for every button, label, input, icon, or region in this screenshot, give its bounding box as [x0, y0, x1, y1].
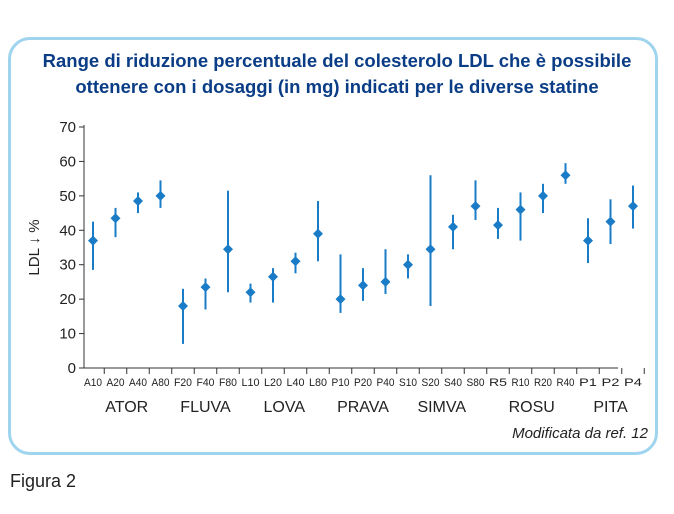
x-tick-label: A40: [129, 377, 147, 389]
data-point: [110, 213, 121, 224]
data-point: [493, 220, 503, 231]
x-tick-label: P40: [377, 377, 395, 389]
x-tick-label: P20: [354, 377, 372, 389]
chart-title-line2: ottenere con i dosaggi (in mg) indicati …: [75, 76, 599, 97]
data-point: [313, 228, 323, 239]
x-tick-label: R5: [489, 377, 507, 389]
group-label: FLUVA: [180, 399, 231, 416]
group-label: PRAVA: [337, 399, 389, 416]
data-point: [538, 190, 548, 201]
x-tick-label: A80: [152, 377, 170, 389]
x-tick-label: F40: [197, 377, 215, 389]
data-point: [200, 282, 211, 293]
x-tick-label: F80: [219, 377, 237, 389]
x-tick-label: A20: [107, 377, 125, 389]
data-point: [223, 244, 233, 255]
source-note: Modificata da ref. 12: [512, 425, 648, 442]
x-tick-label: R20: [534, 377, 552, 389]
x-tick-label: R10: [512, 377, 530, 389]
figure-label: Figura 2: [10, 471, 77, 491]
data-point: [290, 256, 301, 267]
data-point: [155, 190, 166, 201]
group-label: ROSU: [509, 399, 555, 416]
x-tick-label: S20: [422, 377, 440, 389]
data-point: [583, 235, 593, 246]
y-axis-label: LDL ↓ %: [26, 219, 43, 275]
x-tick-label: L80: [309, 377, 327, 389]
x-tick-label: R40: [557, 377, 575, 389]
x-tick-label: P2: [602, 377, 620, 389]
y-tick-label: 60: [59, 153, 76, 170]
group-label: LOVA: [264, 399, 306, 416]
x-tick-label: S40: [444, 377, 462, 389]
x-tick-label: L20: [264, 377, 282, 389]
x-tick-label: P4: [624, 377, 642, 389]
data-point: [380, 276, 391, 287]
x-tick-label: L40: [287, 377, 305, 389]
y-tick-label: 70: [59, 119, 76, 136]
data-point: [358, 280, 368, 291]
y-tick-label: 20: [59, 291, 76, 308]
data-point: [178, 301, 188, 312]
x-tick-label: A10: [84, 377, 102, 389]
data-point: [335, 294, 346, 305]
group-label: ATOR: [105, 399, 148, 416]
data-point: [133, 196, 143, 207]
data-point: [470, 201, 481, 212]
y-tick-label: 50: [59, 188, 76, 205]
group-label: PITA: [593, 399, 628, 416]
data-point: [560, 170, 571, 181]
chart-title-line1: Range di riduzione percentuale del coles…: [42, 50, 632, 71]
x-tick-label: S80: [467, 377, 485, 389]
x-tick-label: S10: [399, 377, 417, 389]
data-point: [403, 259, 413, 270]
data-point: [245, 287, 256, 298]
y-tick-label: 0: [68, 360, 76, 377]
data-point: [515, 204, 526, 215]
y-tick-label: 40: [59, 222, 76, 239]
x-tick-label: P10: [332, 377, 350, 389]
data-point: [448, 221, 458, 232]
x-tick-label: F20: [174, 377, 192, 389]
group-label: SIMVA: [417, 399, 466, 416]
data-point: [268, 271, 278, 282]
chart-frame: [8, 37, 658, 455]
data-point: [425, 244, 436, 255]
data-point: [628, 201, 638, 212]
x-tick-label: P1: [579, 377, 597, 389]
y-tick-label: 30: [59, 257, 76, 274]
y-tick-label: 10: [59, 326, 76, 343]
data-point: [605, 216, 616, 227]
data-point: [88, 235, 98, 246]
x-tick-label: L10: [242, 377, 260, 389]
